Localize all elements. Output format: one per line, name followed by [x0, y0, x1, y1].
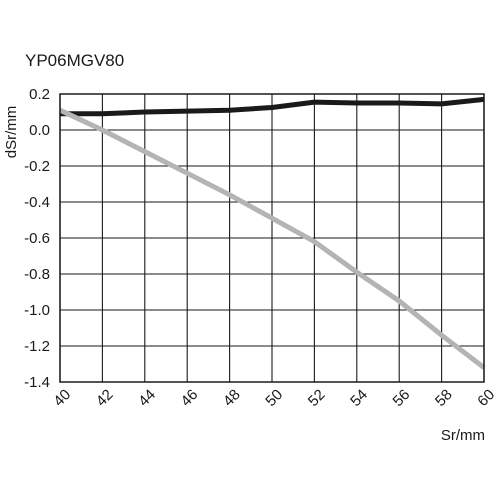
x-tick-label-4: 48	[220, 386, 244, 410]
series-1-point-2	[142, 149, 147, 154]
series-0-point-3	[185, 109, 190, 114]
series-0-point-9	[439, 101, 444, 106]
x-tick-label-6: 52	[305, 386, 329, 410]
y-tick-label-8: -1.4	[24, 374, 50, 391]
series-layer	[58, 96, 486, 370]
x-tick-label-10: 60	[474, 386, 498, 410]
plot-frame	[59, 93, 485, 383]
x-tick-label-8: 56	[390, 386, 414, 410]
series-0-point-5	[270, 105, 275, 110]
chart-title: YP06MGV80	[25, 51, 124, 70]
y-tick-label-3: -0.4	[24, 194, 50, 211]
x-tick-label-5: 50	[262, 386, 286, 410]
x-tick-label-2: 44	[135, 386, 159, 410]
series-1-point-4	[227, 192, 232, 197]
series-1-point-3	[185, 171, 190, 176]
series-0-point-1	[100, 111, 105, 116]
x-tick-label-1: 42	[93, 386, 117, 410]
y-tick-labels: 0.2 0.0 -0.2 -0.4 -0.6 -0.8 -1.0 -1.2 -1.4	[24, 86, 50, 391]
plot-border	[59, 93, 485, 383]
x-tick-labels: 40 42 44 46 48 50 52 54 56 58 60	[50, 386, 498, 410]
y-tick-label-2: -0.2	[24, 158, 50, 175]
x-axis-label: Sr/mm	[441, 427, 485, 444]
series-0-point-4	[227, 108, 232, 113]
series-line-0	[60, 96, 485, 117]
series-line-1	[58, 107, 486, 370]
series-1	[58, 107, 486, 370]
series-0-point-2	[142, 110, 147, 115]
series-0-point-7	[354, 101, 359, 106]
y-axis-label: dSr/mm	[3, 106, 20, 159]
x-tick-label-9: 58	[432, 386, 456, 410]
series-0-point-8	[397, 101, 402, 106]
series-1-point-6	[312, 239, 317, 244]
series-0-point-6	[312, 100, 317, 105]
y-tick-label-7: -1.2	[24, 338, 50, 355]
series-1-point-9	[439, 333, 444, 338]
x-tick-label-0: 40	[50, 386, 74, 410]
x-tick-label-7: 54	[347, 386, 371, 410]
series-0	[60, 96, 485, 117]
series-1-point-8	[397, 299, 402, 304]
y-tick-label-0: 0.2	[29, 86, 50, 103]
y-tick-label-1: 0.0	[29, 122, 50, 139]
grid	[59, 93, 485, 383]
y-tick-label-4: -0.6	[24, 230, 50, 247]
y-tick-label-6: -1.0	[24, 302, 50, 319]
series-1-point-7	[354, 270, 359, 275]
x-tick-label-3: 46	[178, 386, 202, 410]
series-1-point-1	[100, 128, 105, 133]
y-tick-label-5: -0.8	[24, 266, 50, 283]
series-1-point-5	[270, 216, 275, 221]
